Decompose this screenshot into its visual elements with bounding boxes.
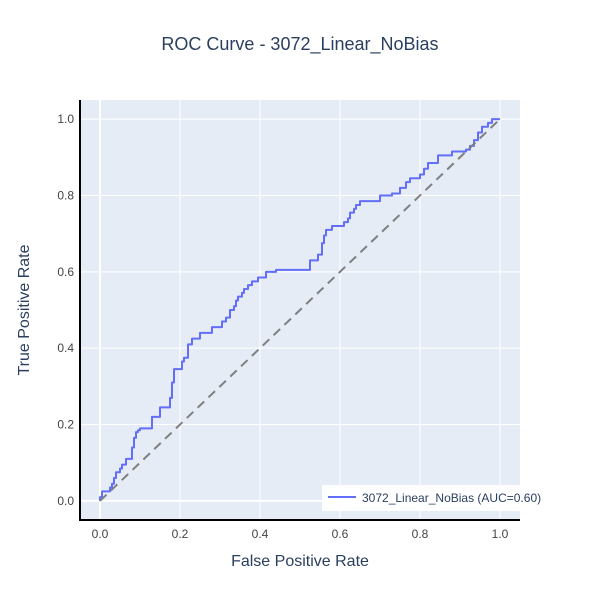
tick-labels: 0.0 0.2 0.4 0.6 0.8 1.0 0.0 0.2 0.4 0.6 0.8 1.0 xyxy=(57,112,508,541)
y-tick-label: 0.2 xyxy=(57,418,74,432)
legend-label: 3072_Linear_NoBias (AUC=0.60) xyxy=(362,491,541,505)
legend[interactable]: 3072_Linear_NoBias (AUC=0.60) xyxy=(322,485,568,511)
x-tick-label: 0.4 xyxy=(252,527,269,541)
y-tick-label: 0.4 xyxy=(57,341,74,355)
y-tick-label: 0.0 xyxy=(57,494,74,508)
legend-box xyxy=(322,485,568,511)
y-tick-label: 1.0 xyxy=(57,112,74,126)
y-axis-title: True Positive Rate xyxy=(16,244,33,375)
chance-diagonal-line xyxy=(99,118,501,502)
x-tick-label: 0.0 xyxy=(92,527,109,541)
y-tick-label: 0.6 xyxy=(57,265,74,279)
x-tick-label: 0.2 xyxy=(172,527,189,541)
series-layer xyxy=(99,118,501,502)
roc-curve-line xyxy=(99,118,500,501)
chart-title: ROC Curve - 3072_Linear_NoBias xyxy=(161,34,438,55)
x-tick-label: 0.8 xyxy=(412,527,429,541)
x-tick-label: 0.6 xyxy=(332,527,349,541)
y-tick-label: 0.8 xyxy=(57,188,74,202)
x-axis-title: False Positive Rate xyxy=(231,553,369,570)
x-tick-label: 1.0 xyxy=(492,527,509,541)
